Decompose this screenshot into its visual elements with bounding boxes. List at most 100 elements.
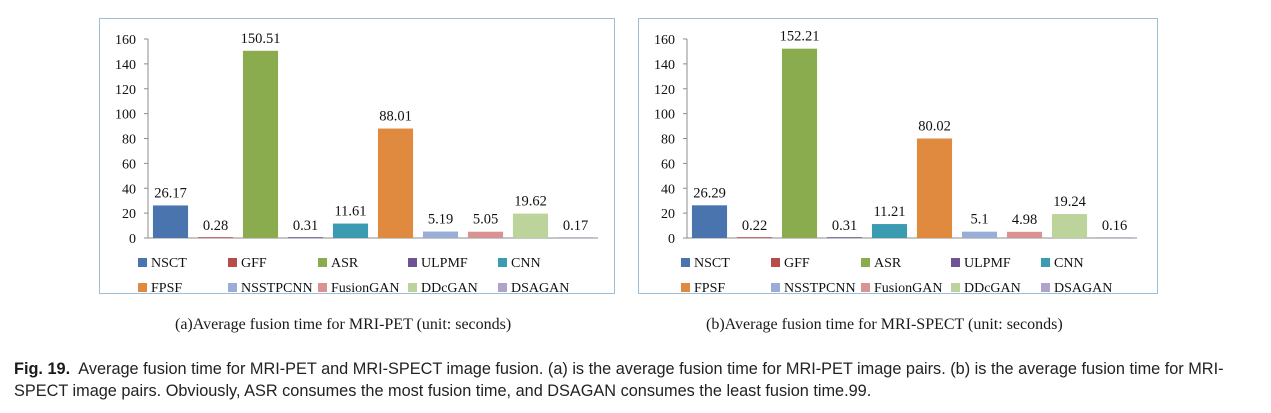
bar-nsct [152, 205, 189, 238]
bar-nsstpcnn [961, 231, 998, 238]
bar-asr [781, 48, 818, 238]
bar-gff [736, 237, 773, 238]
y-tick-label: 140 [654, 58, 675, 73]
data-label-ddcgan: 19.62 [514, 194, 547, 210]
bar-chart-mri-pet: 0 20 40 60 80 100 120 140 160 26.17 0.28 150.51 0.31… [115, 31, 598, 295]
chart-panel-mri-pet: 0 20 40 60 80 100 120 140 160 26.17 0.28 150.51 0.31… [99, 18, 615, 295]
legend-swatch-fpsf [138, 283, 147, 292]
figure-caption-text: Average fusion time for MRI-PET and MRI-… [14, 360, 1224, 400]
legend-swatch-ddcgan [951, 283, 960, 292]
legend-swatch-asr [318, 258, 327, 267]
data-label-dsagan: 0.17 [563, 218, 588, 234]
legend-swatch-cnn [1041, 258, 1050, 267]
data-label-fpsf: 80.02 [918, 118, 951, 134]
chart-panel-mri-spect: 0 20 40 60 80 100 120 140 160 26.29 0.22 152.21 0.31… [638, 18, 1158, 295]
y-tick-label: 120 [115, 83, 136, 98]
data-label-cnn: 11.61 [334, 204, 366, 220]
data-label-nsct: 26.17 [154, 185, 187, 201]
y-tick-label: 160 [115, 33, 136, 48]
y-tick-label: 140 [115, 58, 136, 73]
data-label-ulpmf: 0.31 [832, 218, 857, 234]
legend-label-gff: GFF [784, 256, 810, 271]
legend-label-ddcgan: DDcGAN [421, 281, 478, 295]
legend-swatch-gff [771, 258, 780, 267]
legend-label-fpsf: FPSF [151, 281, 182, 295]
data-label-nsstpcnn: 5.1 [970, 212, 988, 228]
bar-dsagan [557, 237, 594, 238]
legend-label-nsstpcnn: NSSTPCNN [784, 281, 856, 295]
legend-label-ddcgan: DDcGAN [964, 281, 1021, 295]
y-tick-label: 80 [122, 133, 136, 148]
bar-ulpmf [826, 237, 863, 238]
bar-ddcgan [1051, 214, 1088, 238]
data-label-ulpmf: 0.31 [293, 218, 318, 234]
legend-swatch-dsagan [498, 283, 507, 292]
data-label-fusiongan: 4.98 [1012, 212, 1037, 228]
y-tick-label: 60 [661, 157, 675, 172]
legend-swatch-nsct [138, 258, 147, 267]
data-label-ddcgan: 19.24 [1053, 194, 1086, 210]
legend-label-fusiongan: FusionGAN [874, 281, 942, 295]
bar-chart-mri-spect: 0 20 40 60 80 100 120 140 160 26.29 0.22 152.21 0.31… [654, 29, 1137, 295]
bar-fpsf [916, 138, 953, 238]
bar-ulpmf [287, 237, 324, 238]
data-label-nsct: 26.29 [693, 185, 726, 201]
legend-label-fpsf: FPSF [694, 281, 725, 295]
bar-ddcgan [512, 213, 549, 238]
y-tick-label: 40 [661, 182, 675, 197]
bar-fpsf [377, 128, 414, 238]
legend-label-dsagan: DSAGAN [511, 281, 569, 295]
bar-dsagan [1096, 237, 1133, 238]
data-label-cnn: 11.21 [873, 204, 905, 220]
legend-swatch-nsct [681, 258, 690, 267]
figure-caption: Fig. 19. Average fusion time for MRI-PET… [14, 358, 1264, 402]
legend-label-cnn: CNN [1054, 256, 1084, 271]
legend-label-ulpmf: ULPMF [964, 256, 1011, 271]
legend-swatch-nsstpcnn [228, 283, 237, 292]
figure-caption-label: Fig. 19. [14, 360, 71, 378]
data-label-nsstpcnn: 5.19 [428, 212, 453, 228]
data-label-gff: 0.22 [742, 218, 767, 234]
subcaption-a: (a)Average fusion time for MRI-PET (unit… [175, 316, 512, 333]
bar-fusiongan [467, 231, 504, 238]
bar-cnn [332, 223, 369, 238]
y-tick-label: 0 [668, 232, 675, 247]
bar-gff [197, 237, 234, 238]
bar-nsstpcnn [422, 231, 459, 238]
legend-label-gff: GFF [241, 256, 267, 271]
legend-label-nsstpcnn: NSSTPCNN [241, 281, 313, 295]
legend-swatch-gff [228, 258, 237, 267]
bar-asr [242, 50, 279, 238]
data-label-asr: 150.51 [241, 31, 281, 47]
subcaption-b: (b)Average fusion time for MRI-SPECT (un… [706, 316, 1063, 333]
data-label-asr: 152.21 [780, 29, 820, 45]
legend-swatch-asr [861, 258, 870, 267]
y-tick-label: 100 [115, 108, 136, 123]
y-tick-label: 0 [129, 232, 136, 247]
legend-swatch-fusiongan [318, 283, 327, 292]
data-label-dsagan: 0.16 [1102, 218, 1127, 234]
legend-label-nsct: NSCT [694, 256, 730, 271]
legend-swatch-cnn [498, 258, 507, 267]
legend-label-cnn: CNN [511, 256, 541, 271]
legend-swatch-ulpmf [951, 258, 960, 267]
legend-label-nsct: NSCT [151, 256, 187, 271]
legend-swatch-dsagan [1041, 283, 1050, 292]
bar-nsct [691, 205, 728, 238]
y-tick-label: 100 [654, 108, 675, 123]
y-tick-label: 160 [654, 33, 675, 48]
y-tick-label: 40 [122, 182, 136, 197]
data-label-fpsf: 88.01 [379, 109, 412, 125]
legend-swatch-fpsf [681, 283, 690, 292]
legend-label-asr: ASR [874, 256, 902, 271]
legend-swatch-ulpmf [408, 258, 417, 267]
legend-label-asr: ASR [331, 256, 359, 271]
legend-label-ulpmf: ULPMF [421, 256, 468, 271]
data-label-gff: 0.28 [203, 218, 228, 234]
data-label-fusiongan: 5.05 [473, 212, 498, 228]
legend-swatch-nsstpcnn [771, 283, 780, 292]
legend-swatch-fusiongan [861, 283, 870, 292]
y-tick-label: 120 [654, 83, 675, 98]
bar-fusiongan [1006, 231, 1043, 238]
y-tick-label: 20 [122, 207, 136, 222]
